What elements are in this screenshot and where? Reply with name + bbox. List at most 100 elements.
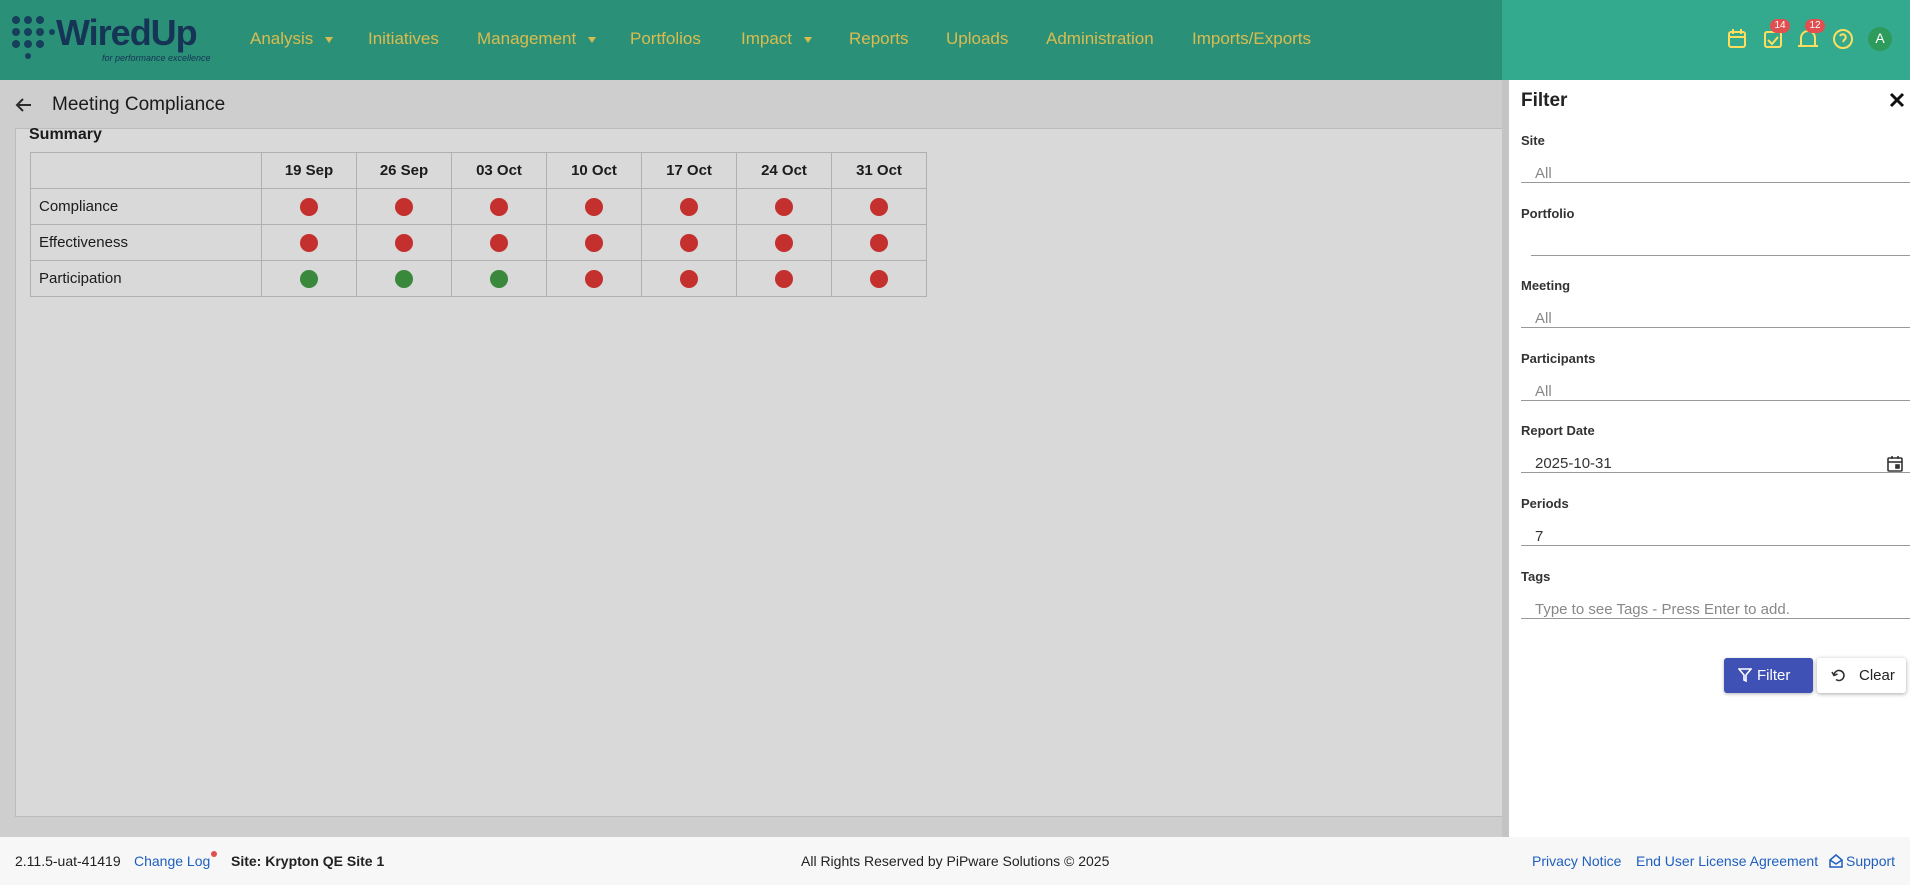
status-cell: [831, 188, 927, 225]
filter-title: Filter: [1521, 90, 1568, 111]
status-cell: [451, 224, 547, 261]
filter-button-label: Filter: [1757, 667, 1791, 684]
table-header-row: 19 Sep 26 Sep 03 Oct 10 Oct 17 Oct 24 Oct 31 O…: [30, 152, 927, 189]
column-header: 10 Oct: [546, 152, 642, 189]
status-cell: [546, 224, 642, 261]
dropdown-caret: [588, 36, 597, 43]
version: 2.11.5-uat-41419: [15, 853, 121, 869]
field-value[interactable]: 7: [1535, 528, 1544, 545]
field-underline: [1521, 472, 1910, 474]
nav-label: Reports: [849, 29, 909, 48]
nav-label: Administration: [1046, 29, 1154, 48]
tasks-badge: 14: [1770, 19, 1790, 33]
status-dot: [680, 197, 698, 216]
field-label: Meeting: [1521, 278, 1571, 294]
privacy-link[interactable]: Privacy Notice: [1532, 853, 1622, 869]
status-dot: [395, 197, 413, 216]
field-underline: [1521, 399, 1910, 401]
status-dot: [680, 233, 698, 252]
status-dot: [870, 269, 888, 288]
field-label: Portfolio: [1521, 205, 1575, 221]
status-cell: [831, 260, 927, 297]
nav-label: Management: [477, 29, 577, 48]
clear-button[interactable]: Clear: [1817, 658, 1906, 693]
nav-label: Initiatives: [368, 29, 439, 48]
changelog-link[interactable]: Change Log: [134, 853, 211, 869]
clear-button-label: Clear: [1859, 667, 1895, 684]
nav-label: Impact: [741, 29, 793, 48]
calendar-icon[interactable]: [1886, 455, 1904, 473]
field-underline: [1521, 182, 1910, 183]
dropdown-caret: [804, 36, 813, 43]
status-dot: [490, 197, 508, 216]
notifications-badge: 12: [1805, 19, 1825, 33]
nav-item[interactable]: Uploads: [946, 29, 1008, 49]
column-header: 26 Sep: [356, 152, 452, 189]
status-cell: [451, 260, 547, 297]
field-placeholder[interactable]: All: [1535, 310, 1552, 328]
nav-label: Analysis: [250, 29, 314, 48]
nav-item[interactable]: Reports: [849, 29, 909, 49]
status-cell: [261, 188, 357, 225]
status-dot: [490, 269, 508, 288]
field-placeholder[interactable]: All: [1535, 382, 1552, 400]
nav-label: Uploads: [946, 29, 1009, 48]
status-cell: [356, 260, 452, 297]
logo-icon: [12, 16, 55, 59]
status-cell: [641, 188, 737, 225]
avatar[interactable]: A: [1875, 30, 1885, 46]
filter-button[interactable]: Filter: [1724, 658, 1813, 693]
status-dot: [775, 197, 793, 216]
nav-item[interactable]: Portfolios: [630, 29, 701, 49]
status-cell: [261, 224, 357, 261]
status-cell: [641, 224, 737, 261]
header: WiredUp for performance excellence Analy…: [0, 0, 1910, 80]
field-label: Participants: [1521, 350, 1596, 366]
page-title: Meeting Compliance: [52, 94, 226, 115]
funnel-icon: [1738, 668, 1752, 683]
summary-title: Summary: [29, 126, 102, 143]
status-cell: [451, 188, 547, 225]
field-underline: [1521, 545, 1910, 546]
copyright: All Rights Reserved by PiPware Solutions…: [801, 853, 1110, 869]
row-label: Effectiveness: [30, 224, 262, 261]
status-dot: [300, 269, 318, 288]
field-value[interactable]: 2025-10-31: [1535, 455, 1612, 473]
field-placeholder[interactable]: All: [1535, 165, 1552, 182]
nav-item[interactable]: Impact: [741, 29, 813, 49]
status-dot: [870, 233, 888, 252]
overlay[interactable]: [0, 0, 1502, 837]
nav-item[interactable]: Imports/Exports: [1192, 29, 1311, 49]
status-cell: [736, 224, 832, 261]
table-row: Effectiveness: [30, 224, 927, 261]
field-placeholder[interactable]: Type to see Tags - Press Enter to add.: [1535, 600, 1790, 618]
status-dot: [775, 269, 793, 288]
support-link[interactable]: Support: [1846, 853, 1896, 869]
status-dot: [680, 269, 698, 288]
field-underline: [1521, 617, 1910, 619]
field-label: Site: [1521, 133, 1545, 148]
dropdown-caret: [325, 36, 334, 43]
eula-link[interactable]: End User License Agreement: [1636, 853, 1819, 869]
status-dot: [585, 197, 603, 216]
nav-item[interactable]: Administration: [1046, 29, 1154, 49]
support-icon: [1829, 854, 1843, 868]
status-dot: [775, 233, 793, 252]
table-row: Participation: [30, 260, 927, 297]
status-cell: [641, 260, 737, 297]
nav-item[interactable]: Initiatives: [368, 29, 439, 49]
back-arrow[interactable]: [14, 96, 34, 114]
status-dot: [300, 233, 318, 252]
status-cell: [261, 260, 357, 297]
status-dot: [395, 269, 413, 288]
nav-item[interactable]: Management: [477, 29, 597, 49]
nav-item[interactable]: Analysis: [250, 29, 334, 49]
status-dot: [300, 197, 318, 216]
close-button[interactable]: [1889, 92, 1905, 108]
filter-panel: Filter Site All Portfolio Meeting All Partici…: [1502, 80, 1910, 837]
logo: WiredUp: [56, 12, 198, 53]
undo-icon: [1831, 669, 1845, 682]
status-cell: [831, 224, 927, 261]
field-label: Report Date: [1521, 423, 1595, 439]
